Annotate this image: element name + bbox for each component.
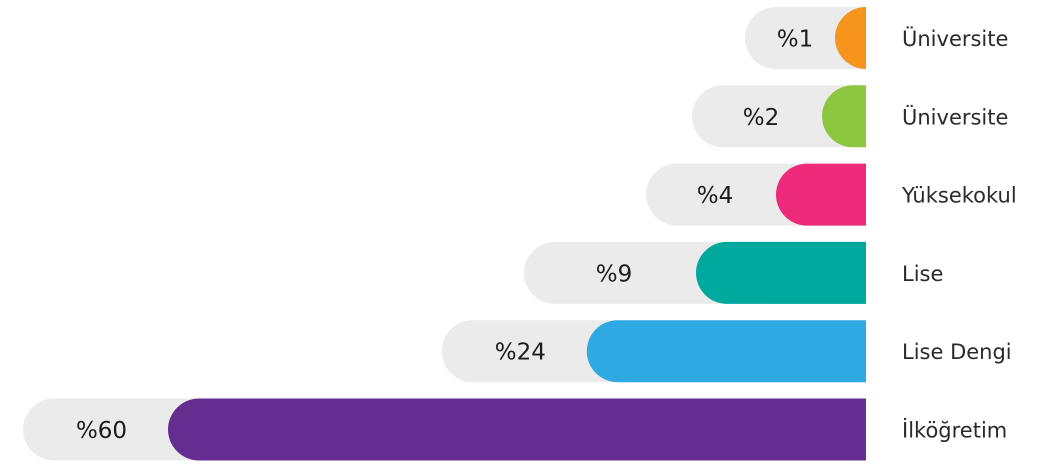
category-label: Üniversite [902,26,1008,51]
bar-row: %4 Yüksekokul [646,163,1017,226]
value-label: %2 [743,105,780,131]
value-label: %9 [596,261,633,287]
bar-row: %2 Üniversite [692,85,1008,148]
bar [696,241,866,304]
category-label: Yüksekokul [901,184,1017,208]
bar-row: %1 Üniversite [745,7,1008,69]
bar-track [745,7,866,69]
bar-row: %60 İlköğretim [23,398,1007,461]
bar-row: %24 Lise Dengi [441,320,1012,383]
value-label: %4 [697,183,734,209]
bar [167,398,866,461]
value-label: %1 [777,27,814,53]
bar [586,320,866,383]
bar-row: %9 Lise [524,241,943,304]
bar-track [692,85,866,148]
category-label: Lise [902,262,943,286]
category-label: Üniversite [902,104,1008,129]
bar [822,85,866,148]
category-label: Lise Dengi [902,340,1012,364]
value-label: %24 [495,340,546,366]
bar [835,7,866,69]
value-label: %60 [76,418,127,444]
bar [776,163,866,226]
category-label: İlköğretim [902,418,1007,443]
